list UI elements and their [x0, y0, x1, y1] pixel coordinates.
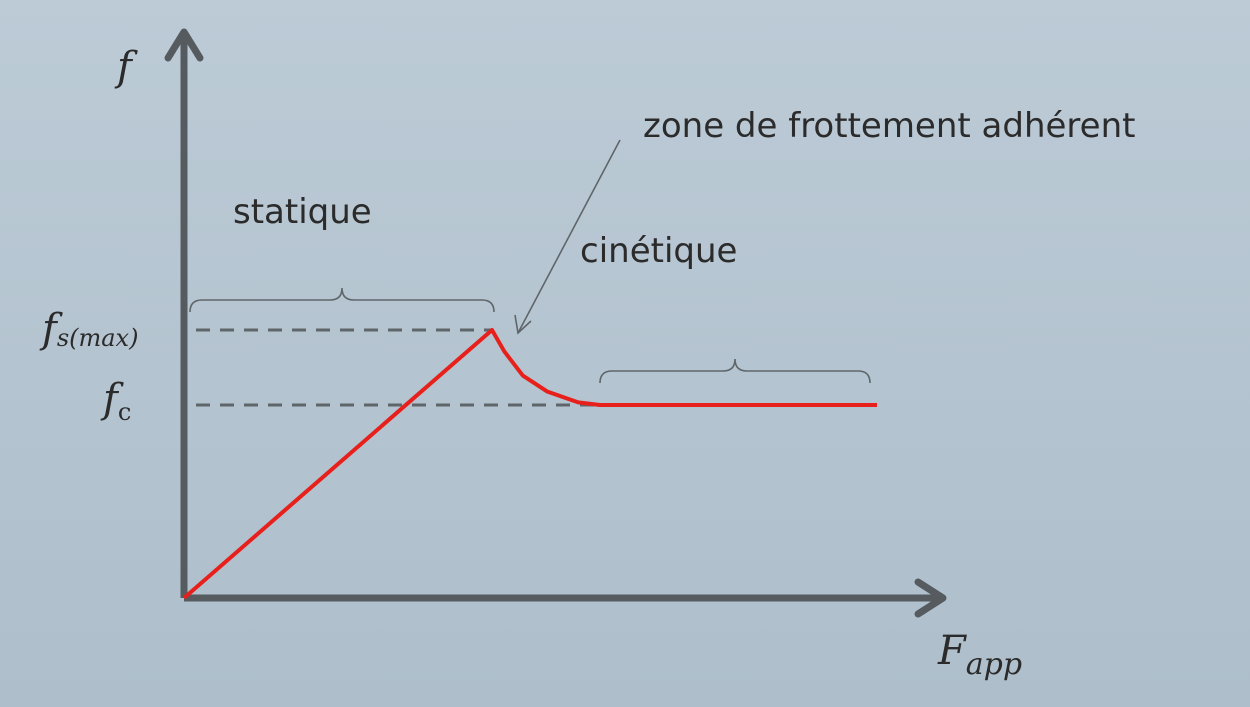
zone-pointer-arrowhead	[514, 314, 532, 335]
static-annotation: statique	[233, 192, 372, 232]
zone-pointer-line	[517, 139, 621, 334]
kinetic-annotation: cinétique	[580, 231, 737, 271]
fs-max-tick-label: fs(max)	[39, 306, 138, 352]
y-axis-arrowhead	[164, 28, 204, 62]
static-brace	[189, 287, 495, 313]
x-axis-arrowhead	[914, 578, 947, 618]
friction-curve-line	[182, 328, 877, 600]
x-axis-label: Fapp	[937, 628, 1022, 682]
kinetic-brace	[599, 358, 871, 384]
y-axis-label: f	[114, 44, 138, 90]
fc-tick-label: fc	[100, 376, 131, 426]
zone-annotation: zone de frottement adhérent	[643, 106, 1135, 146]
